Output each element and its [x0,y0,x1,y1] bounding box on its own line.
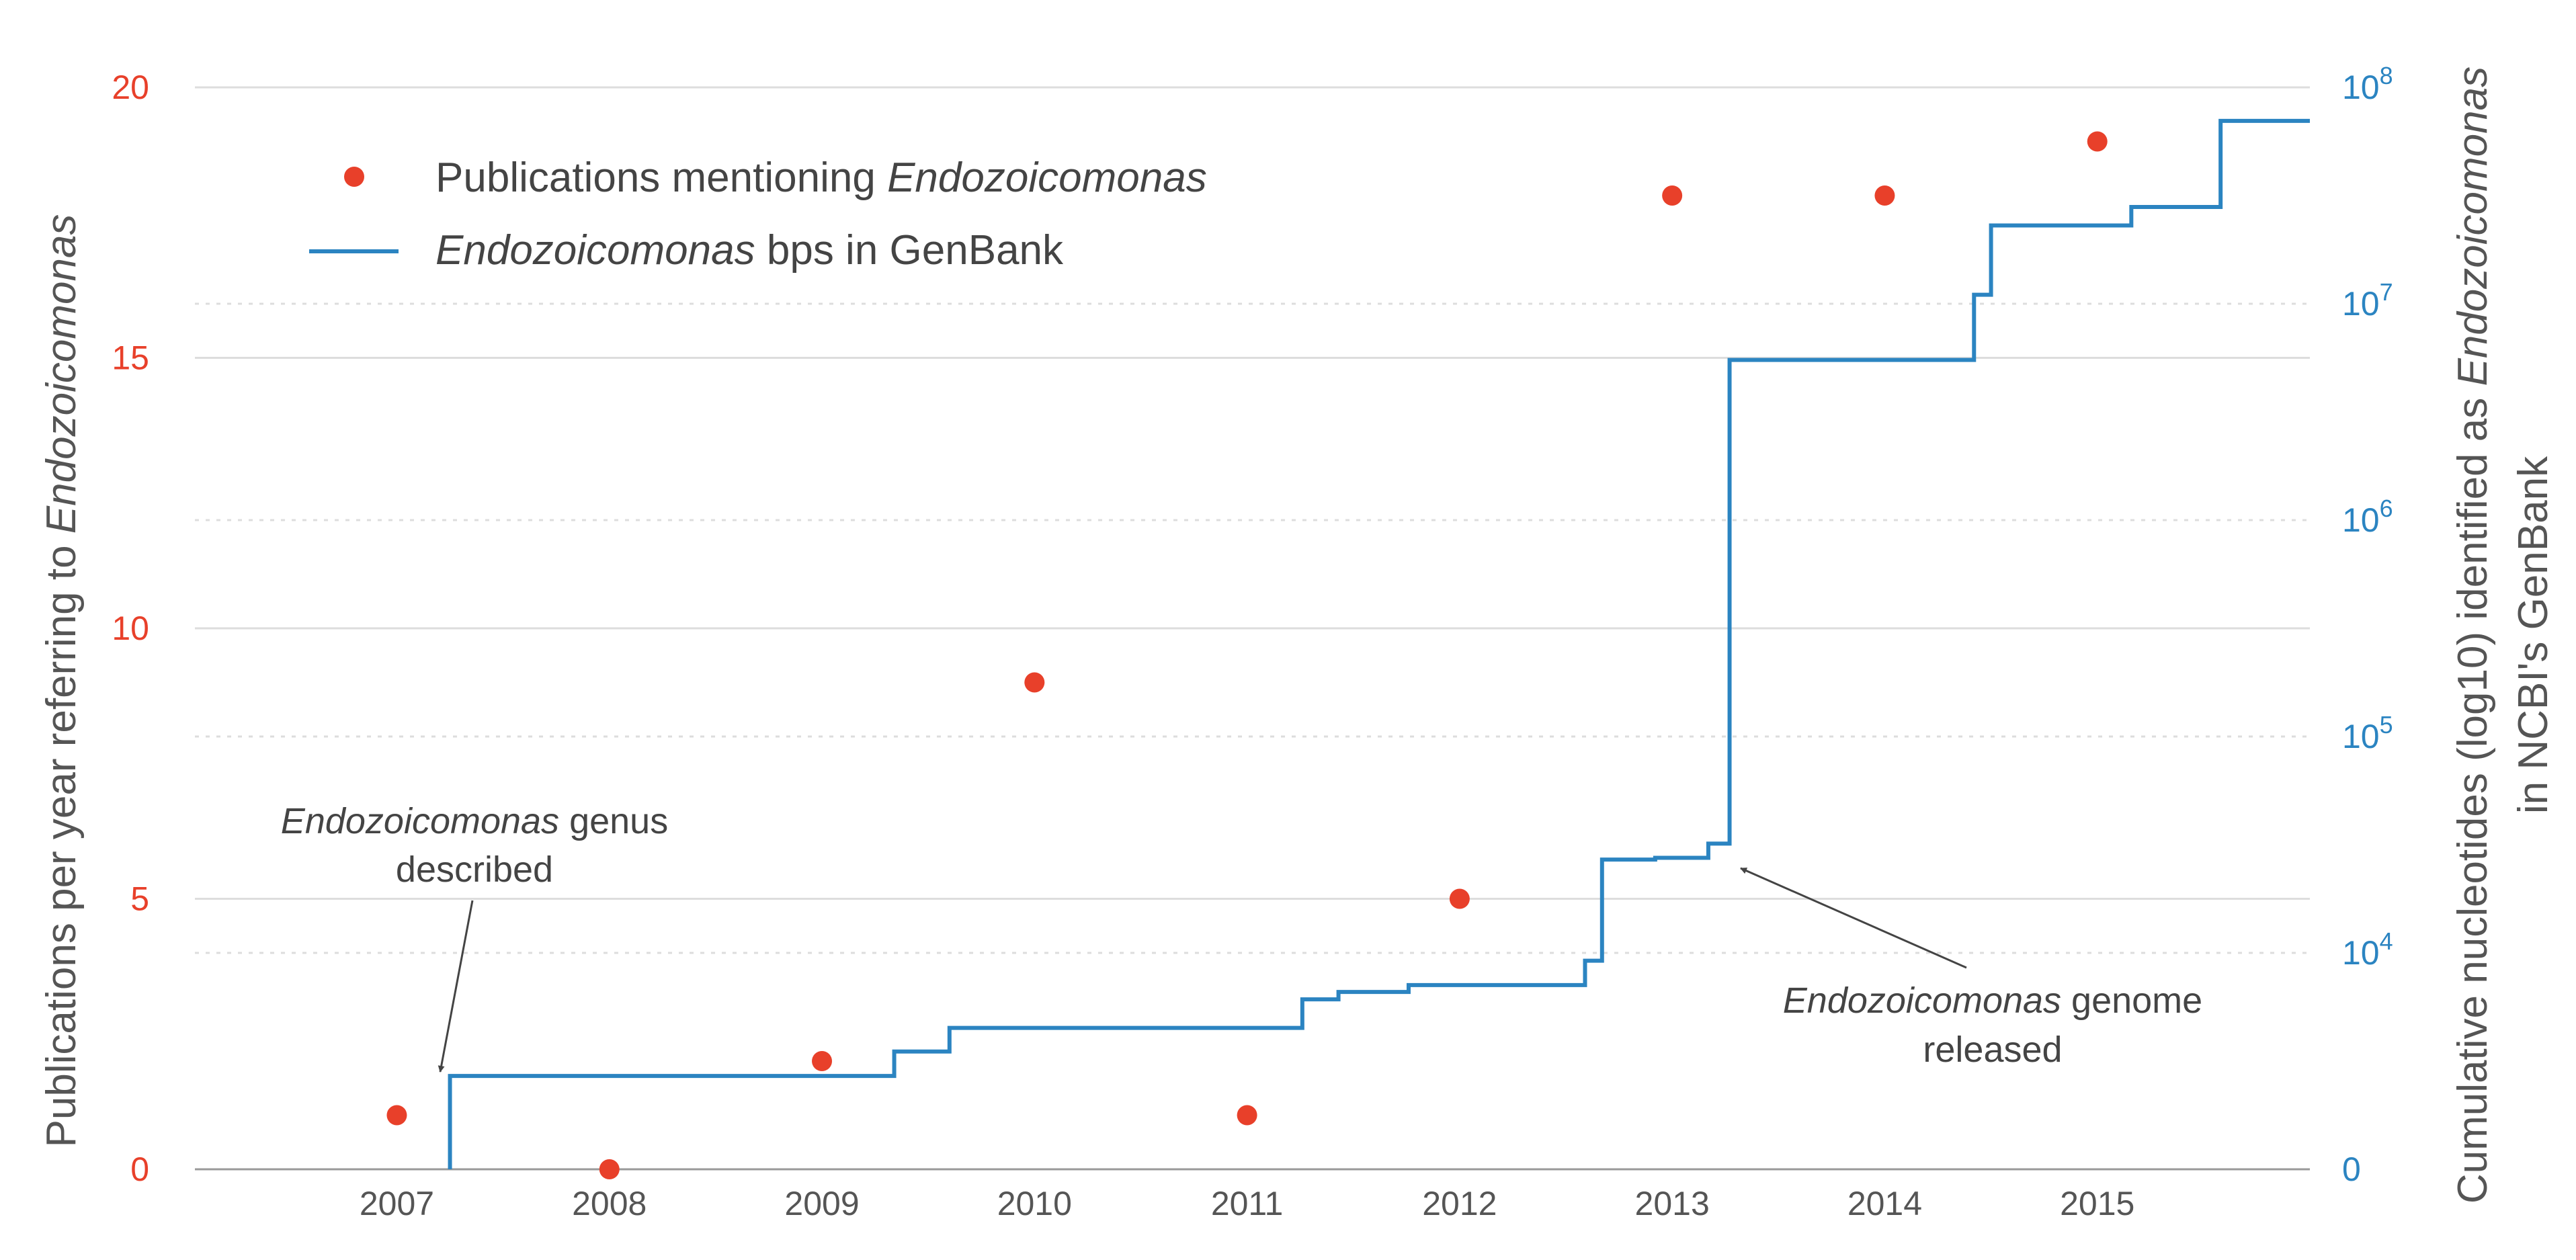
publication-point [1662,185,1683,206]
x-tick-label: 2007 [360,1185,434,1222]
annotation-arrow-genome [1740,867,1967,969]
x-tick-label: 2015 [2060,1185,2134,1222]
publication-point [1237,1105,1257,1126]
svg-text:released: released [1923,1030,2062,1070]
publication-point [599,1159,620,1179]
annotation-genome-released: Endozoicomonas genome released [1740,867,2202,1070]
right-axis-ticks: 0 104 105 106 107 108 [2342,62,2393,1188]
grid [195,86,2310,1171]
publication-point [1024,672,1045,693]
legend-marker-publications [344,167,364,187]
svg-text:described: described [396,849,553,890]
right-tick-label: 105 [2342,711,2393,755]
right-tick-label: 104 [2342,927,2393,972]
genbank-bps-step-line [448,118,2310,1169]
x-tick-label: 2014 [1847,1185,1922,1222]
right-axis-title: Cumulative nucleotides (log10) identifie… [2450,67,2557,1204]
right-tick-label: 107 [2342,278,2393,323]
left-tick-label: 10 [112,610,149,647]
left-axis-ticks: 0 5 10 15 20 [112,69,149,1188]
left-tick-label: 20 [112,69,149,106]
left-tick-label: 15 [112,339,149,377]
publication-point [1874,185,1895,206]
publication-points [386,131,2108,1179]
left-tick-label: 5 [130,880,149,918]
publication-point [812,1051,833,1071]
publication-point [386,1105,407,1126]
x-tick-label: 2008 [572,1185,647,1222]
right-tick-label: 0 [2342,1150,2361,1188]
x-tick-label: 2013 [1635,1185,1710,1222]
annotation-arrow-genus [438,900,474,1073]
x-tick-label: 2009 [784,1185,859,1222]
legend-label-genbank: Endozoicomonas bps in GenBank [435,227,1064,274]
left-tick-label: 0 [130,1150,149,1188]
left-axis-title: Publications per year referring to Endoz… [38,214,85,1148]
legend-label-publications: Publications mentioning Endozoicomonas [435,155,1207,201]
right-tick-label: 108 [2342,62,2393,106]
right-tick-label: 106 [2342,495,2393,539]
svg-text:Cumulative nucleotides (log10): Cumulative nucleotides (log10) identifie… [2450,67,2496,1204]
publication-point [1449,888,1470,909]
x-tick-label: 2012 [1422,1185,1497,1222]
legend: Publications mentioning Endozoicomonas E… [309,155,1207,274]
x-axis-ticks: 2007 2008 2009 2010 2011 2012 2013 2014 2015 [360,1185,2134,1222]
svg-text:Endozoicomonas genome: Endozoicomonas genome [1783,980,2202,1021]
annotation-genus-described: Endozoicomonas genus described [281,801,668,1073]
x-tick-label: 2010 [997,1185,1072,1222]
svg-text:in NCBI's GenBank: in NCBI's GenBank [2510,456,2557,814]
x-tick-label: 2011 [1211,1185,1284,1222]
svg-text:Endozoicomonas genus: Endozoicomonas genus [281,801,668,841]
publication-point [2087,131,2108,152]
